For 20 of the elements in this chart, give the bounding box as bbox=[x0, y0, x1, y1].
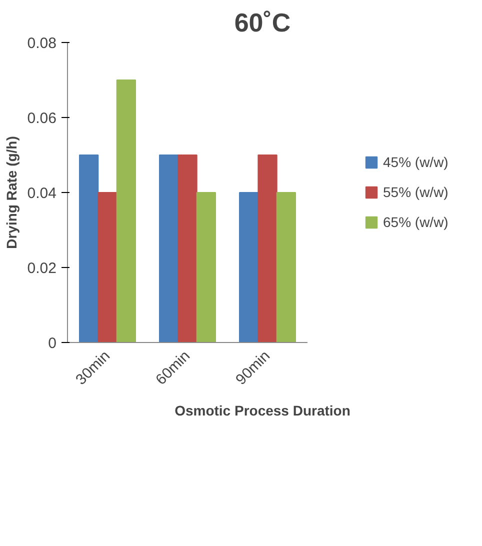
bar bbox=[239, 192, 259, 342]
bar bbox=[116, 80, 136, 342]
legend-label: 45% (w/w) bbox=[383, 154, 450, 170]
bar bbox=[178, 154, 198, 342]
y-tick-label: 0.02 bbox=[27, 260, 57, 277]
legend-label: 65% (w/w) bbox=[383, 214, 450, 230]
y-tick-label: 0.04 bbox=[27, 185, 57, 202]
bar bbox=[276, 192, 296, 342]
y-axis-title: Drying Rate (g/h) bbox=[3, 136, 20, 249]
bar bbox=[98, 192, 118, 342]
bar bbox=[159, 154, 179, 342]
y-tick-label: 0.08 bbox=[27, 35, 57, 52]
y-tick-label: 0.06 bbox=[27, 110, 57, 127]
y-tick-label: 0 bbox=[48, 335, 56, 352]
chart-title: 60˚C bbox=[234, 8, 291, 38]
bar bbox=[258, 154, 278, 342]
bar bbox=[79, 154, 99, 342]
x-axis-title: Osmotic Process Duration bbox=[174, 402, 350, 418]
bar bbox=[196, 192, 216, 342]
legend-label: 55% (w/w) bbox=[383, 184, 450, 200]
